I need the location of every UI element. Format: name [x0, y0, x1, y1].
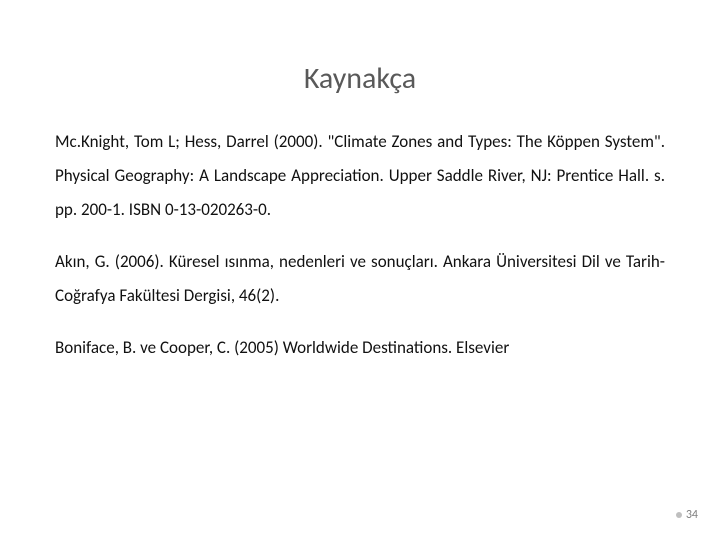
- reference-entry: Boniface, B. ve Cooper, C. (2005) Worldw…: [55, 331, 665, 365]
- reference-entry: Akın, G. (2006). Küresel ısınma, nedenle…: [55, 245, 665, 313]
- slide-container: Kaynakça Mc.Knight, Tom L; Hess, Darrel …: [0, 0, 720, 540]
- page-number-container: 34: [676, 508, 698, 522]
- page-number: 34: [686, 508, 698, 522]
- bullet-icon: [676, 512, 682, 518]
- reference-entry: Mc.Knight, Tom L; Hess, Darrel (2000). "…: [55, 125, 665, 227]
- page-title: Kaynakça: [55, 60, 665, 97]
